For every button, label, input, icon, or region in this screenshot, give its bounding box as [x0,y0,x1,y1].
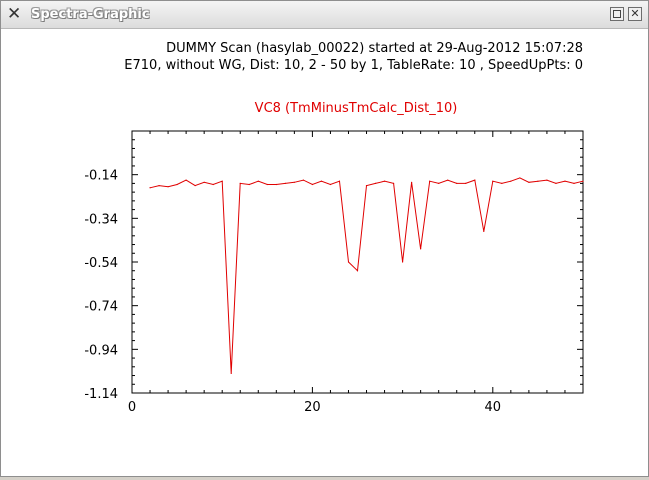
data-point [149,187,151,189]
data-point [203,181,205,183]
data-point [528,181,530,183]
close-button[interactable]: ✕ [628,7,642,21]
y-tick-label: -0.14 [84,169,118,184]
y-tick-label: -1.14 [84,387,118,402]
data-point [573,182,575,184]
data-point [311,183,313,186]
y-tick-label: -0.54 [84,256,118,271]
data-point [456,182,458,184]
data-point [194,184,196,187]
title-bar[interactable]: ✕ Spectra-Graphic ✕ [1,1,648,29]
data-point [329,183,332,186]
data-point [266,183,268,186]
data-point [212,183,214,186]
data-point [383,180,386,182]
data-point [474,179,476,181]
window-title: Spectra-Graphic [31,7,150,22]
data-point [248,183,250,186]
data-point [185,179,187,181]
data-point [257,180,259,182]
data-point [356,270,359,272]
data-point [392,182,395,184]
data-point [501,182,503,184]
data-point [365,184,368,187]
data-point [447,179,449,181]
data-point [239,182,241,184]
data-point [429,180,431,182]
x-tick-label: 40 [485,400,502,415]
data-point [338,180,341,182]
data-point [438,182,440,184]
header-line-2: E710, without WG, Dist: 10, 2 - 50 by 1,… [124,58,583,73]
data-point [411,181,413,183]
x-tick-label: 20 [304,400,321,415]
chart-title: VC8 (TmMinusTmCalc_Dist_10) [255,101,458,116]
data-point [320,180,323,182]
data-point [374,182,377,184]
data-point [176,183,178,186]
close-icon: ✕ [630,7,640,20]
y-tick-label: -0.94 [84,343,118,358]
data-point [302,179,304,181]
data-point [167,186,169,188]
data-point [564,180,566,182]
x-icon[interactable]: ✕ [7,4,22,24]
data-point [582,180,584,182]
data-point [402,261,404,263]
data-point [510,180,512,182]
data-point [555,182,557,184]
series-layer [149,177,584,374]
y-tick-label: -0.74 [84,300,118,315]
plot-canvas: DUMMY Scan (hasylab_00022) started at 29… [2,29,648,476]
axes: 0 20 40 -0.14 -0.34 -0.54 -0.74 -0.94 -1.14 [84,130,584,415]
y-tick-label: -0.34 [84,212,118,227]
data-point [221,180,223,182]
plot-frame [131,130,584,394]
data-point [275,183,277,186]
data-point [483,230,485,233]
data-point [465,182,467,184]
series-line [149,177,584,374]
data-point [158,184,160,187]
header-line-1: DUMMY Scan (hasylab_00022) started at 29… [166,41,583,56]
data-point [293,181,295,183]
data-point [492,180,494,182]
data-point [284,182,286,184]
data-point [230,372,232,374]
x-tick-label: 0 [128,400,136,415]
data-point [420,248,422,250]
data-point [546,179,548,181]
data-point [347,261,350,263]
data-point [519,177,521,179]
chart: DUMMY Scan (hasylab_00022) started at 29… [84,41,584,415]
maximize-button[interactable] [610,7,624,21]
data-point [537,180,539,182]
